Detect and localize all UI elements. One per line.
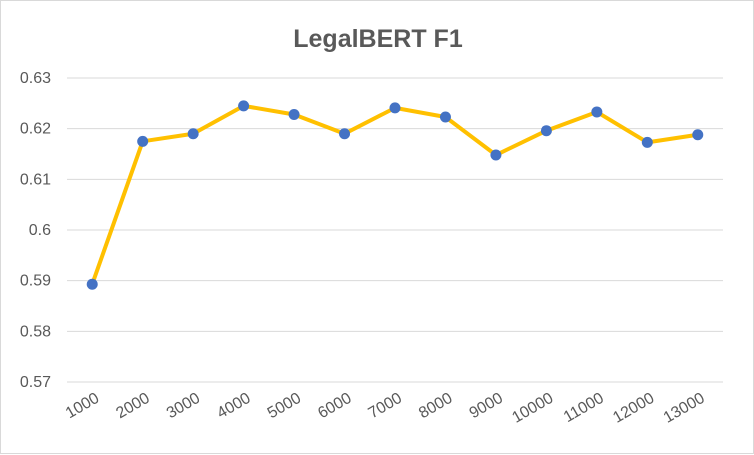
x-tick-label: 3000 xyxy=(164,390,203,423)
y-tick-label: 0.63 xyxy=(20,70,51,87)
x-tick-label: 4000 xyxy=(214,390,253,423)
data-point-marker xyxy=(389,102,401,114)
data-point-marker xyxy=(591,106,603,118)
x-tick-label: 9000 xyxy=(467,390,506,423)
x-tick-label: 7000 xyxy=(366,390,405,423)
data-point-marker xyxy=(490,149,502,161)
chart-title: LegalBERT F1 xyxy=(293,25,463,53)
x-tick-label: 11000 xyxy=(561,390,607,426)
x-tick-label: 12000 xyxy=(610,390,657,427)
data-point-marker xyxy=(641,136,653,148)
y-tick-label: 0.58 xyxy=(20,323,51,340)
data-point-marker xyxy=(86,278,98,290)
data-point-marker xyxy=(137,135,149,147)
series-line xyxy=(90,103,700,287)
x-axis-tick-labels: 1000 2000 3000 4000 5000 6000 7000 8000 9000 1000… xyxy=(63,390,708,427)
y-tick-label: 0.62 xyxy=(20,121,51,138)
data-point-marker xyxy=(187,128,199,140)
y-tick-label: 0.59 xyxy=(20,273,51,290)
x-tick-label: 6000 xyxy=(315,390,354,423)
data-point-marker xyxy=(238,100,250,112)
x-tick-label: 1000 xyxy=(63,390,102,423)
y-tick-label: 0.6 xyxy=(29,222,51,239)
x-tick-label: 8000 xyxy=(416,390,455,423)
data-point-marker xyxy=(540,125,552,137)
data-point-marker xyxy=(339,128,351,140)
x-tick-label: 5000 xyxy=(265,390,304,423)
x-tick-label: 10000 xyxy=(509,390,556,427)
data-point-marker xyxy=(692,129,704,141)
x-tick-label: 2000 xyxy=(113,390,152,423)
data-point-marker xyxy=(288,108,300,120)
data-series xyxy=(86,100,704,290)
y-tick-label: 0.61 xyxy=(20,171,51,188)
x-tick-label: 13000 xyxy=(661,390,708,427)
gridlines xyxy=(67,77,723,383)
y-tick-label: 0.57 xyxy=(20,374,51,391)
data-point-marker xyxy=(439,111,451,123)
y-axis-tick-labels: 0.57 0.58 0.59 0.6 0.61 0.62 0.63 xyxy=(20,70,51,391)
